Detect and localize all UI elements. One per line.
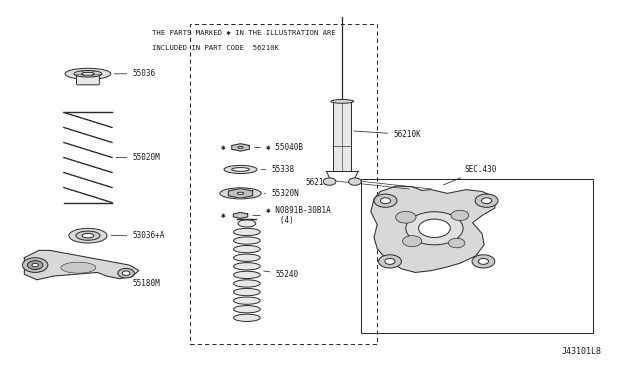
Circle shape <box>378 255 401 268</box>
Bar <box>362 179 593 333</box>
Circle shape <box>472 255 495 268</box>
Text: ✱ N0891B-30B1A
   (4): ✱ N0891B-30B1A (4) <box>253 206 331 225</box>
Ellipse shape <box>238 147 243 148</box>
Text: ✱: ✱ <box>220 211 225 220</box>
Circle shape <box>22 258 48 272</box>
Ellipse shape <box>234 237 260 244</box>
Ellipse shape <box>234 228 260 235</box>
Circle shape <box>481 198 492 203</box>
Text: 53036+A: 53036+A <box>111 231 165 240</box>
Ellipse shape <box>234 254 260 262</box>
Circle shape <box>385 259 395 264</box>
Ellipse shape <box>234 271 260 279</box>
Ellipse shape <box>234 314 260 321</box>
Ellipse shape <box>232 168 250 171</box>
Ellipse shape <box>224 166 257 173</box>
Text: 55320N: 55320N <box>264 189 299 198</box>
Ellipse shape <box>234 263 260 270</box>
Ellipse shape <box>234 280 260 287</box>
FancyBboxPatch shape <box>337 100 348 107</box>
Text: 56210D: 56210D <box>305 178 333 187</box>
Circle shape <box>122 271 130 275</box>
Text: THE PARTS MARKED ✱ IN THE ILLUSTRATION ARE: THE PARTS MARKED ✱ IN THE ILLUSTRATION A… <box>152 31 335 36</box>
Circle shape <box>380 198 390 203</box>
Ellipse shape <box>238 220 256 227</box>
Ellipse shape <box>82 234 93 238</box>
Polygon shape <box>232 144 250 151</box>
Ellipse shape <box>220 188 261 199</box>
Ellipse shape <box>61 262 96 273</box>
Ellipse shape <box>74 71 102 77</box>
Ellipse shape <box>331 100 354 103</box>
Ellipse shape <box>69 228 107 243</box>
Circle shape <box>478 259 488 264</box>
Polygon shape <box>24 250 139 280</box>
Circle shape <box>323 178 336 185</box>
Circle shape <box>374 194 397 207</box>
Ellipse shape <box>234 297 260 304</box>
Circle shape <box>419 219 451 237</box>
Circle shape <box>403 235 422 247</box>
Text: ✱: ✱ <box>220 143 225 152</box>
Text: INCLUDED IN PART CODE  56210K: INCLUDED IN PART CODE 56210K <box>152 45 278 51</box>
Ellipse shape <box>234 246 260 253</box>
Circle shape <box>396 211 416 223</box>
Circle shape <box>349 178 362 185</box>
Ellipse shape <box>234 288 260 296</box>
Text: ✱ 55040B: ✱ 55040B <box>255 143 303 152</box>
Circle shape <box>449 238 465 248</box>
Text: J43101L8: J43101L8 <box>562 347 602 356</box>
FancyBboxPatch shape <box>76 72 99 85</box>
Circle shape <box>451 210 468 221</box>
Text: 55020M: 55020M <box>116 153 160 162</box>
Text: 55338: 55338 <box>261 165 294 174</box>
Circle shape <box>118 268 134 278</box>
FancyBboxPatch shape <box>333 102 351 171</box>
Polygon shape <box>228 189 253 198</box>
Ellipse shape <box>76 231 100 240</box>
Circle shape <box>406 212 463 245</box>
Circle shape <box>475 194 498 207</box>
Polygon shape <box>234 212 248 218</box>
Polygon shape <box>371 186 495 272</box>
Text: SEC.430: SEC.430 <box>444 165 497 185</box>
Circle shape <box>28 261 43 269</box>
Text: 55036: 55036 <box>114 69 156 78</box>
Text: 55240: 55240 <box>264 270 299 279</box>
Circle shape <box>32 263 38 267</box>
Ellipse shape <box>81 72 94 75</box>
Ellipse shape <box>237 192 244 195</box>
Ellipse shape <box>234 305 260 313</box>
Bar <box>189 24 377 344</box>
Text: 56210K: 56210K <box>354 130 421 139</box>
Ellipse shape <box>65 68 111 79</box>
Text: 55180M: 55180M <box>122 273 160 288</box>
